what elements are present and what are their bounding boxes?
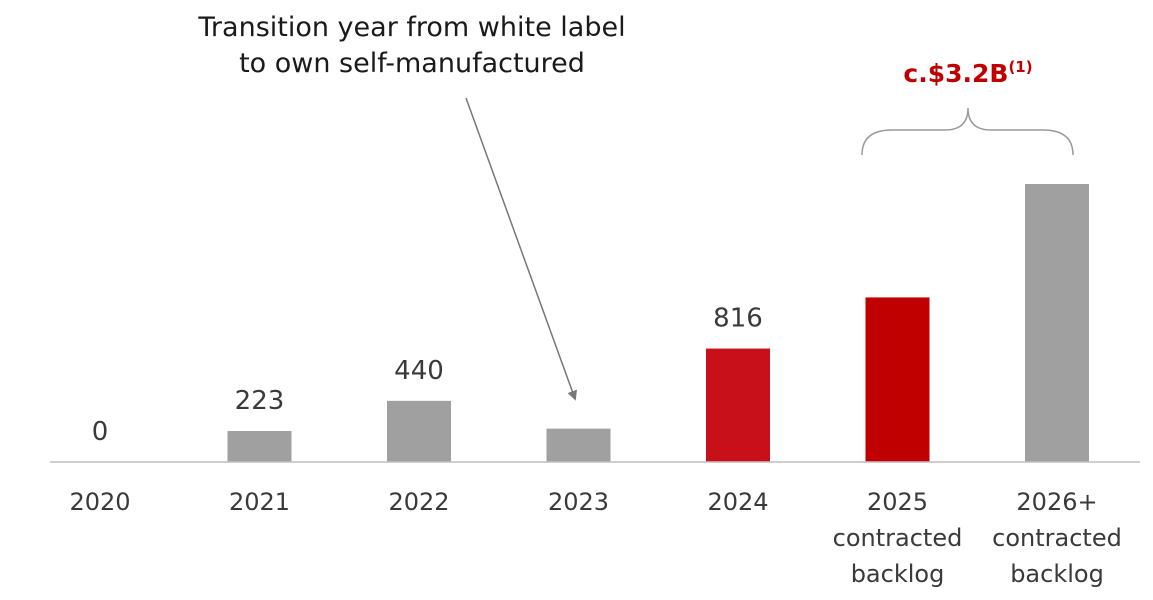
bar-2022 [387, 400, 451, 462]
value-label-2021: 223 [235, 386, 285, 416]
transition-note-line-1: Transition year from white label [197, 12, 625, 43]
category-label-2025-line-2: contracted [833, 524, 963, 552]
bar-2024 [706, 348, 770, 462]
bars-group [227, 184, 1089, 462]
category-label-2020-line-1: 2020 [69, 488, 130, 516]
transition-note-line-2: to own self-manufactured [239, 48, 585, 79]
category-label-2025-line-3: backlog [851, 560, 945, 588]
category-label-2023-line-1: 2023 [548, 488, 609, 516]
category-label-2024-line-1: 2024 [707, 488, 768, 516]
value-label-2022: 440 [394, 356, 444, 386]
bar-2026+ [1025, 184, 1089, 462]
value-label-2020: 0 [92, 417, 109, 447]
bar-2021 [227, 431, 292, 462]
category-labels-group: 2020 2021 2022 2023 2024 2025 contracted backlo… [69, 488, 1121, 588]
category-label-2025-line-1: 2025 [867, 488, 928, 516]
category-label-2021-line-1: 2021 [229, 488, 290, 516]
bar-2025 [865, 297, 930, 462]
category-label-2026+-line-2: contracted [992, 524, 1122, 552]
backlog-total-value: c.$3.2B [903, 59, 1008, 88]
category-label-2026+-line-1: 2026+ [1016, 488, 1097, 516]
transition-arrow [465, 97, 577, 401]
backlog-total-footnote: (1) [1008, 58, 1032, 76]
value-label-2024: 816 [713, 304, 763, 334]
bar-2023 [546, 428, 611, 462]
category-label-2026+-line-3: backlog [1010, 560, 1104, 588]
category-label-2022-line-1: 2022 [388, 488, 449, 516]
value-labels-group: 0 223 440 816 [92, 304, 763, 447]
backlog-total-label: c.$3.2B(1) [903, 58, 1032, 88]
backlog-brace [861, 107, 1074, 156]
